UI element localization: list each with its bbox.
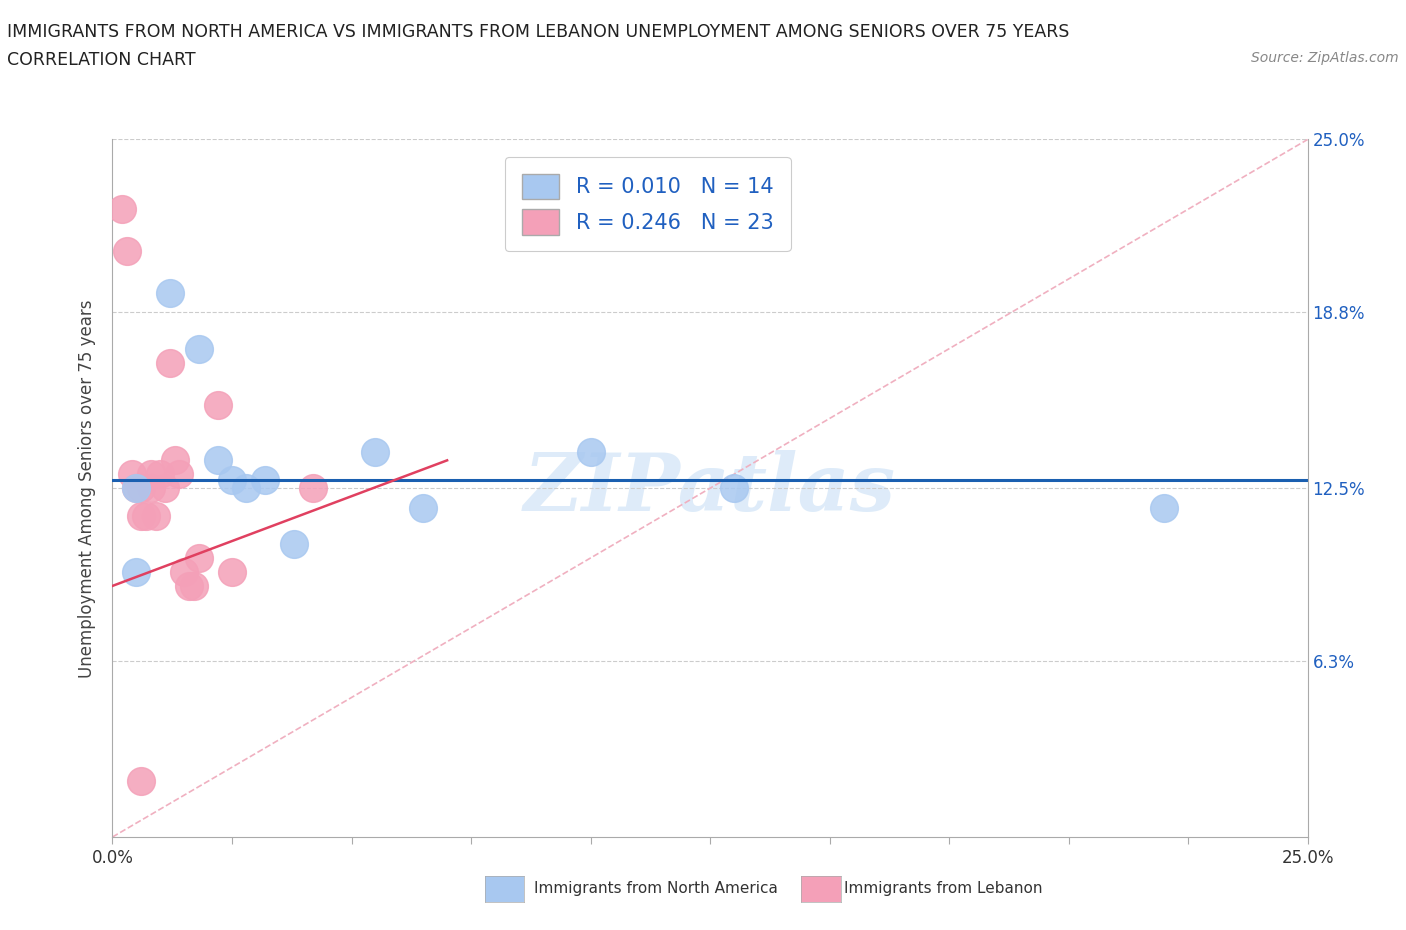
Point [125, 481, 148, 496]
Point [169, 467, 191, 482]
Point [125, 565, 148, 579]
Point [579, 445, 602, 459]
Point [115, 244, 138, 259]
Point [159, 355, 181, 370]
Point [177, 578, 200, 593]
Point [145, 509, 167, 524]
Point [254, 472, 277, 487]
Text: Source: ZipAtlas.com: Source: ZipAtlas.com [1251, 51, 1399, 65]
Text: IMMIGRANTS FROM NORTH AMERICA VS IMMIGRANTS FROM LEBANON UNEMPLOYMENT AMONG SENI: IMMIGRANTS FROM NORTH AMERICA VS IMMIGRA… [7, 23, 1070, 41]
Point [283, 537, 305, 551]
Point [221, 472, 243, 487]
Text: Immigrants from Lebanon: Immigrants from Lebanon [844, 881, 1042, 896]
Point [207, 453, 229, 468]
Point [129, 481, 152, 496]
Point [125, 481, 148, 496]
Point [412, 500, 434, 515]
Point [207, 397, 229, 412]
Text: CORRELATION CHART: CORRELATION CHART [7, 51, 195, 69]
Point [153, 481, 176, 496]
Point [135, 509, 157, 524]
Point [1153, 500, 1175, 515]
Point [149, 467, 172, 482]
Point [302, 481, 325, 496]
Text: Immigrants from North America: Immigrants from North America [534, 881, 778, 896]
Text: ZIPatlas: ZIPatlas [524, 449, 896, 527]
Legend: R = 0.010   N = 14, R = 0.246   N = 23: R = 0.010 N = 14, R = 0.246 N = 23 [505, 157, 790, 251]
Point [139, 467, 162, 482]
Point [129, 774, 152, 789]
Point [235, 481, 257, 496]
Point [183, 578, 205, 593]
Point [121, 467, 143, 482]
Point [187, 551, 209, 565]
Point [111, 202, 134, 217]
Point [129, 509, 152, 524]
Point [723, 481, 745, 496]
Point [163, 453, 186, 468]
Point [173, 565, 195, 579]
Point [159, 286, 181, 300]
Point [139, 481, 162, 496]
Point [187, 341, 209, 356]
Point [221, 565, 243, 579]
Y-axis label: Unemployment Among Seniors over 75 years: Unemployment Among Seniors over 75 years [77, 299, 96, 677]
Point [364, 445, 387, 459]
